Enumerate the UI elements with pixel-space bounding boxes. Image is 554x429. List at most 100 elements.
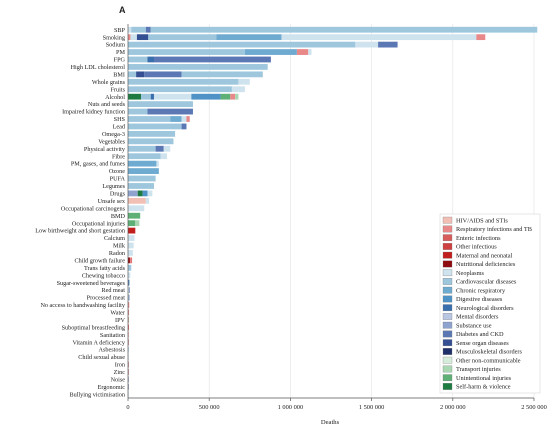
- risk-factor-label: Occupational injuries: [72, 220, 126, 227]
- bar-segment: [181, 116, 187, 122]
- legend-swatch: [442, 348, 453, 355]
- bar-segment: [128, 287, 129, 294]
- legend-entry-label: Nutritional deficiencies: [456, 261, 516, 268]
- risk-factor-label: Zinc: [114, 369, 126, 376]
- bar-segment: [140, 93, 151, 100]
- bar-segment: [128, 34, 131, 41]
- bar-segment: [148, 34, 217, 41]
- bar-segment: [155, 145, 164, 152]
- x-axis-label: Deaths: [321, 419, 340, 426]
- risk-factor-label: PM, gases, and fumes: [71, 161, 126, 168]
- bar-segment: [128, 138, 174, 145]
- legend-entry-label: Neurological disorders: [456, 305, 514, 312]
- bar-segment: [147, 108, 193, 115]
- legend-swatch: [442, 216, 453, 224]
- bar-segment: [220, 93, 231, 100]
- bar-segment: [153, 93, 192, 100]
- risk-factor-label: Bullying victimisation: [69, 391, 125, 398]
- risk-factor-label: Vitamin A deficiency: [72, 339, 125, 346]
- legend-swatch: [442, 286, 453, 294]
- risk-factor-label: Unsafe sex: [98, 198, 126, 205]
- risk-factor-label: High LDL cholesterol: [71, 64, 126, 71]
- bar-segment: [128, 145, 156, 152]
- risk-factor-label: Child growth failure: [74, 257, 125, 264]
- risk-factor-label: Drugs: [110, 191, 126, 198]
- risk-factor-label: Occupational carcinogens: [61, 205, 126, 212]
- legend-entry-label: Respiratory infections and TB: [456, 226, 532, 233]
- bar-segment: [238, 78, 250, 85]
- risk-factor-label: BMD: [111, 213, 126, 220]
- risk-factor-label: PUFA: [110, 176, 126, 183]
- bar-segment: [136, 71, 145, 78]
- risk-factor-label: PM: [116, 49, 125, 56]
- x-tick-label: 1 500 000: [359, 404, 385, 411]
- bar-segment: [216, 34, 282, 41]
- risk-factor-label: Whole grains: [92, 79, 126, 86]
- bar-segment: [135, 220, 140, 227]
- bar-segment: [378, 41, 398, 48]
- legend-swatch: [442, 356, 453, 364]
- risk-factor-label: Fruits: [111, 86, 126, 93]
- bar-segment: [128, 197, 146, 204]
- bar-segment: [131, 26, 146, 33]
- bar-area: [128, 26, 538, 398]
- bar-segment: [244, 49, 297, 55]
- risk-factor-label: Physical activity: [84, 146, 126, 153]
- bar-segment: [144, 71, 182, 78]
- bar-segment: [128, 64, 268, 70]
- risk-factor-label: Lead: [113, 124, 126, 131]
- legend-entry-label: Neoplasms: [456, 270, 485, 277]
- bar-segment: [186, 116, 190, 122]
- legend-swatch: [442, 383, 453, 390]
- bar-segment: [128, 56, 148, 63]
- risk-factor-label: No access to handwashing facility: [40, 302, 125, 309]
- bar-segment: [145, 197, 150, 204]
- bar-segment: [235, 93, 239, 100]
- bar-segment: [128, 287, 130, 294]
- bar-segment: [128, 242, 134, 249]
- risk-factor-label: Vegetables: [98, 138, 125, 145]
- bar-segment: [231, 86, 245, 93]
- legend-swatch: [442, 374, 453, 382]
- bar-segment: [145, 26, 151, 33]
- bar-segment: [128, 175, 156, 182]
- legend-swatch: [442, 304, 453, 312]
- risk-factor-label: Processed meat: [87, 295, 126, 302]
- bar-segment: [191, 93, 221, 100]
- legend-entry-label: Sense organ diseases: [456, 340, 509, 347]
- legend: HIV/AIDS and STIs Respiratory infections …: [439, 213, 541, 394]
- bar-segment: [476, 34, 486, 41]
- legend-entry-label: Musculoskeletal disorders: [456, 349, 522, 356]
- risk-factor-label: Low birthweight and short gestation: [35, 228, 125, 235]
- bar-segment: [131, 257, 133, 264]
- legend-entry-label: Substance use: [456, 322, 492, 329]
- bar-segment: [147, 190, 153, 197]
- bar-segment: [128, 272, 131, 279]
- bar-segment: [128, 220, 136, 227]
- risk-factor-label: Sanitation: [100, 332, 125, 339]
- bar-segment: [128, 93, 141, 100]
- bar-segment: [153, 56, 271, 63]
- bar-segment: [160, 153, 167, 160]
- bar-segment: [128, 101, 193, 108]
- risk-factor-label: Alcohol: [105, 94, 125, 101]
- risk-factor-label: IPV: [115, 317, 126, 324]
- risk-factor-label: Trans fatty acids: [84, 265, 126, 272]
- bar-segment: [128, 264, 132, 271]
- bar-segment: [170, 116, 182, 122]
- legend-swatch: [442, 260, 453, 268]
- legend-swatch: [442, 234, 453, 242]
- bar-segment: [128, 130, 176, 137]
- bar-segment: [137, 190, 143, 197]
- risk-factor-label: Radon: [109, 250, 125, 257]
- x-tick-label: 0: [126, 404, 129, 411]
- legend-entry-label: Mental disorders: [456, 314, 499, 321]
- bar-segment: [128, 212, 141, 219]
- risk-factor-label: Asbestosis: [99, 347, 126, 354]
- bar-segment: [128, 86, 232, 93]
- risk-factor-label: Noise: [111, 377, 126, 384]
- bar-segment: [128, 227, 136, 234]
- legend-swatch: [442, 313, 453, 320]
- bar-segment: [142, 190, 148, 197]
